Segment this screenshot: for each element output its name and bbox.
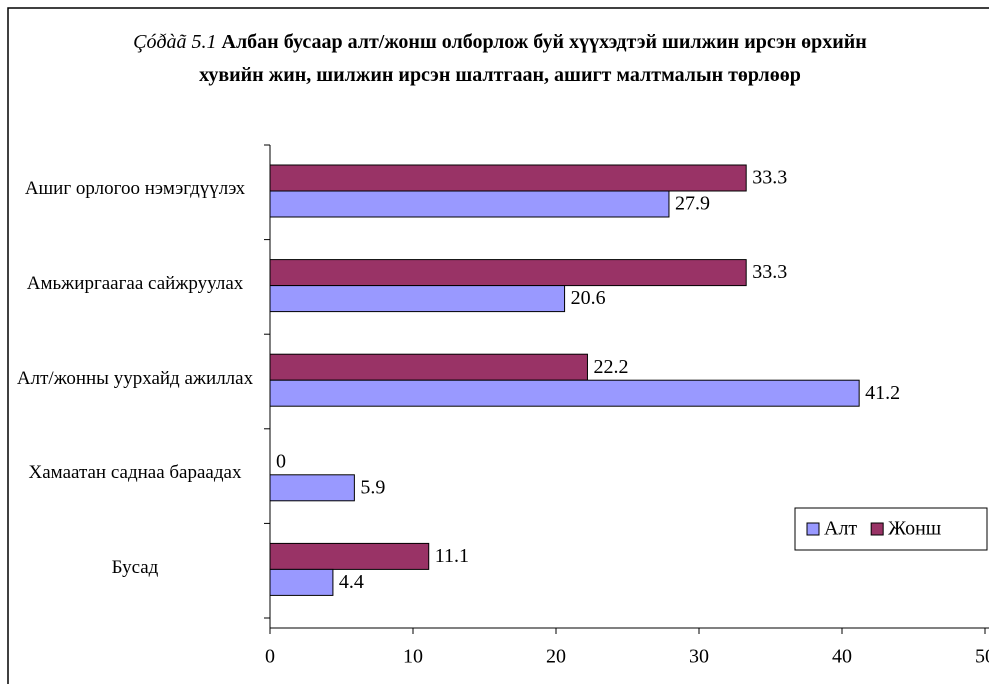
x-tick-label: 50 bbox=[975, 646, 989, 668]
bar bbox=[269, 353, 588, 381]
bar bbox=[269, 259, 747, 287]
bar bbox=[269, 164, 747, 192]
y-tick-label: Хамаатан саднаа бараадах bbox=[28, 462, 242, 484]
y-tick-label: Ашиг орлогоо нэмэгдүүлэх bbox=[24, 178, 246, 200]
value-label: 27.9 bbox=[675, 193, 710, 215]
value-label: 0 bbox=[276, 450, 286, 472]
value-label: 22.2 bbox=[593, 356, 628, 378]
bar bbox=[269, 379, 860, 407]
bar bbox=[269, 285, 566, 313]
value-label: 33.3 bbox=[752, 167, 787, 189]
value-label: 41.2 bbox=[865, 382, 900, 404]
legend-swatch bbox=[870, 522, 884, 536]
legend-box bbox=[794, 507, 988, 551]
value-label: 33.3 bbox=[752, 261, 787, 283]
legend-label: Жонш bbox=[888, 518, 942, 540]
x-tick-label: 20 bbox=[546, 646, 566, 668]
chart-title-block: Çóðàã 5.1 Албан бусаар алт/жонш олборлож… bbox=[110, 26, 890, 92]
y-tick-label: Алт/жонны уурхайд ажиллах bbox=[16, 367, 254, 389]
value-label: 20.6 bbox=[571, 287, 606, 309]
bar bbox=[269, 542, 430, 570]
y-tick-label: Амьжиргаагаа сайжруулах bbox=[26, 272, 244, 294]
x-tick-label: 40 bbox=[832, 646, 852, 668]
value-label: 4.4 bbox=[339, 571, 364, 593]
figure-label: Çóðàã 5.1 bbox=[133, 31, 217, 53]
legend-swatch bbox=[806, 522, 820, 536]
bar bbox=[269, 190, 670, 218]
x-tick-label: 10 bbox=[403, 646, 423, 668]
frame bbox=[7, 7, 989, 684]
y-tick-label: Бусад bbox=[111, 556, 159, 578]
chart-title: Албан бусаар алт/жонш олборлож буй хүүхэ… bbox=[199, 31, 867, 86]
x-tick-label: 0 bbox=[265, 646, 275, 668]
x-tick-label: 30 bbox=[689, 646, 709, 668]
value-label: 11.1 bbox=[435, 545, 469, 567]
bar bbox=[269, 474, 355, 502]
legend-label: Алт bbox=[824, 518, 857, 540]
bar bbox=[269, 568, 334, 596]
value-label: 5.9 bbox=[360, 476, 385, 498]
